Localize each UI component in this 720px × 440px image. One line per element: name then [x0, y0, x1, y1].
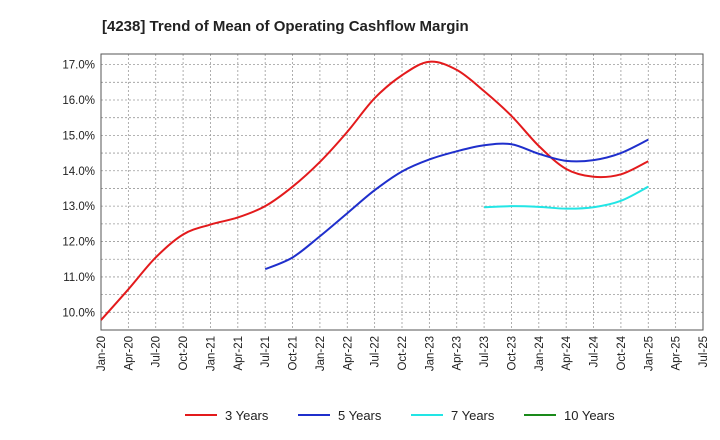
x-tick-label: Apr-25 [671, 336, 683, 371]
y-tick-label: 10.0% [62, 307, 95, 319]
y-tick-label: 14.0% [62, 166, 95, 178]
legend: 3 Years 5 Years 7 Years 10 Years [185, 408, 615, 423]
series-line-7-years [484, 185, 649, 210]
x-tick-label: Jul-20 [151, 336, 163, 367]
x-tick-label: Jan-20 [96, 336, 108, 371]
legend-label-10-years: 10 Years [564, 408, 615, 423]
y-tick-label: 16.0% [62, 95, 95, 107]
x-tick-label: Jul-24 [589, 335, 601, 367]
x-tick-label: Jul-25 [698, 336, 710, 367]
plot-area: 10.0% 11.0% 12.0% 13.0% 14.0% 15.0% 16.0% 17.0%… [62, 53, 710, 371]
x-tick-label: Jan-21 [205, 336, 217, 371]
y-tick-label: 13.0% [62, 201, 95, 213]
x-tick-label: Oct-21 [288, 336, 300, 371]
plot-frame [100, 53, 704, 331]
x-tick-label: Oct-20 [178, 336, 190, 371]
x-tick-label: Jan-23 [424, 336, 436, 371]
legend-label-7-years: 7 Years [451, 408, 495, 423]
x-tick-label: Jan-22 [315, 336, 327, 371]
x-tick-label: Apr-23 [452, 336, 464, 371]
y-tick-label: 12.0% [62, 237, 95, 249]
x-tick-label: Jul-21 [260, 336, 272, 367]
x-tick-label: Oct-24 [616, 335, 628, 370]
chart-title: [4238] Trend of Mean of Operating Cashfl… [102, 18, 469, 35]
x-tick-label: Apr-22 [342, 336, 354, 371]
x-tick-label: Jul-22 [370, 336, 382, 367]
x-tick-label: Oct-22 [397, 336, 409, 371]
x-tick-label: Apr-20 [123, 336, 135, 371]
x-tick-label: Jul-23 [479, 336, 491, 367]
x-tick-label: Oct-23 [506, 336, 518, 371]
y-tick-label: 15.0% [62, 130, 95, 142]
y-tick-label: 17.0% [62, 60, 95, 72]
legend-label-3-years: 3 Years [225, 408, 269, 423]
x-tick-label: Apr-24 [561, 335, 573, 370]
x-tick-label: Jan-24 [534, 335, 546, 371]
series-line-5-years [264, 138, 649, 271]
series-line-3-years [100, 60, 649, 321]
y-tick-label: 11.0% [63, 272, 95, 284]
x-tick-label: Jan-25 [643, 336, 655, 371]
legend-label-5-years: 5 Years [338, 408, 382, 423]
x-tick-label: Apr-21 [233, 336, 245, 371]
